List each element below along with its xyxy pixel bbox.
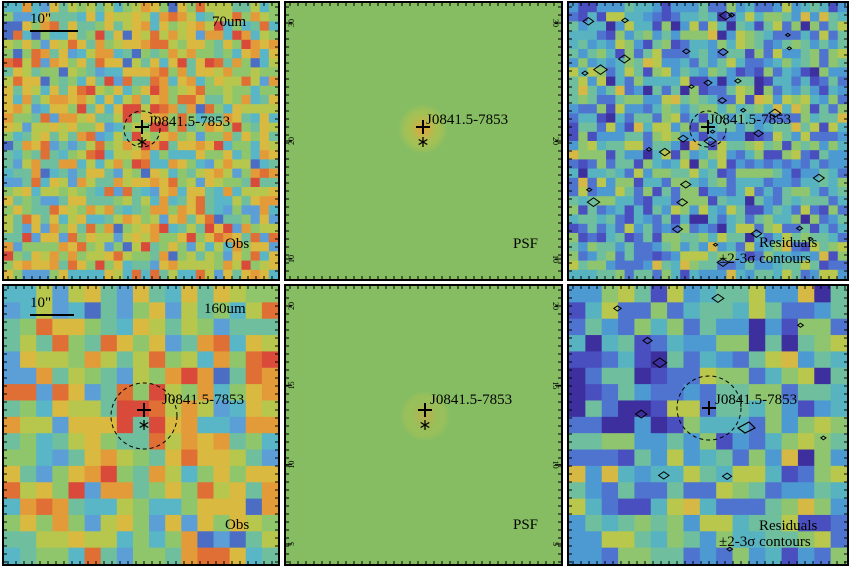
psf-map-70um: 30 30 20 20 10 10 bbox=[286, 3, 561, 279]
psf-tick-label: 30 bbox=[287, 19, 296, 27]
psf-tick-label: 5 bbox=[287, 542, 296, 546]
obs-label: Obs bbox=[225, 517, 250, 533]
obs-map-160um bbox=[4, 286, 278, 564]
scale-bar-label: 10" bbox=[30, 295, 52, 311]
source-label: J0841.5-7853 bbox=[426, 112, 509, 128]
contour-label: ±2-3σ contours bbox=[719, 251, 811, 267]
scale-bar bbox=[30, 30, 78, 32]
psf-label: PSF bbox=[513, 517, 539, 533]
psf-tick-label: 10 bbox=[287, 461, 296, 469]
psf-map-160um: 20 20 15 15 10 10 5 5 bbox=[286, 286, 561, 564]
psf-tick-label: 10 bbox=[551, 461, 560, 469]
psf-tick-label: 10 bbox=[551, 255, 560, 263]
source-label: J0841.5-7853 bbox=[715, 392, 798, 408]
psf-tick-label: 5 bbox=[551, 542, 560, 546]
residual-label: Residuals bbox=[759, 518, 818, 534]
psf-tick-label: 20 bbox=[551, 302, 560, 310]
psf-tick-label: 20 bbox=[551, 137, 560, 145]
residual-map-160um bbox=[569, 286, 847, 564]
psf-panel-70um: 30 30 20 20 10 10 J0841.5-7853 PSF bbox=[284, 1, 563, 281]
psf-tick-label: 15 bbox=[551, 381, 560, 389]
source-label: J0841.5-7853 bbox=[709, 112, 792, 128]
residual-label: Residuals bbox=[759, 235, 818, 251]
band-label: 70um bbox=[212, 14, 247, 30]
obs-panel-160um: 10" 160um J0841.5-7853 Obs bbox=[2, 284, 280, 566]
psf-tick-label: 15 bbox=[287, 381, 296, 389]
source-label: J0841.5-7853 bbox=[148, 114, 231, 130]
source-label: J0841.5-7853 bbox=[430, 392, 513, 408]
source-label: J0841.5-7853 bbox=[162, 392, 245, 408]
contour-label: ±2-3σ contours bbox=[719, 534, 811, 550]
obs-map-70um bbox=[4, 3, 278, 279]
obs-panel-70um: 10" 70um J0841.5-7853 Obs bbox=[2, 1, 280, 281]
residual-panel-160um: J0841.5-7853 Residuals ±2-3σ contours bbox=[567, 284, 849, 566]
obs-label: Obs bbox=[225, 236, 250, 252]
psf-tick-label: 20 bbox=[287, 302, 296, 310]
residual-panel-70um: J0841.5-7853 Residuals ±2-3σ contours bbox=[567, 1, 849, 281]
residual-map-70um bbox=[569, 3, 847, 279]
psf-panel-160um: 20 20 15 15 10 10 5 5 J0841.5-7853 PSF bbox=[284, 284, 563, 566]
psf-tick-label: 20 bbox=[287, 137, 296, 145]
band-label: 160um bbox=[204, 301, 246, 317]
scale-bar bbox=[30, 314, 74, 316]
psf-tick-label: 10 bbox=[287, 255, 296, 263]
scale-bar-label: 10" bbox=[30, 11, 52, 27]
psf-label: PSF bbox=[513, 236, 539, 252]
psf-tick-label: 30 bbox=[551, 19, 560, 27]
